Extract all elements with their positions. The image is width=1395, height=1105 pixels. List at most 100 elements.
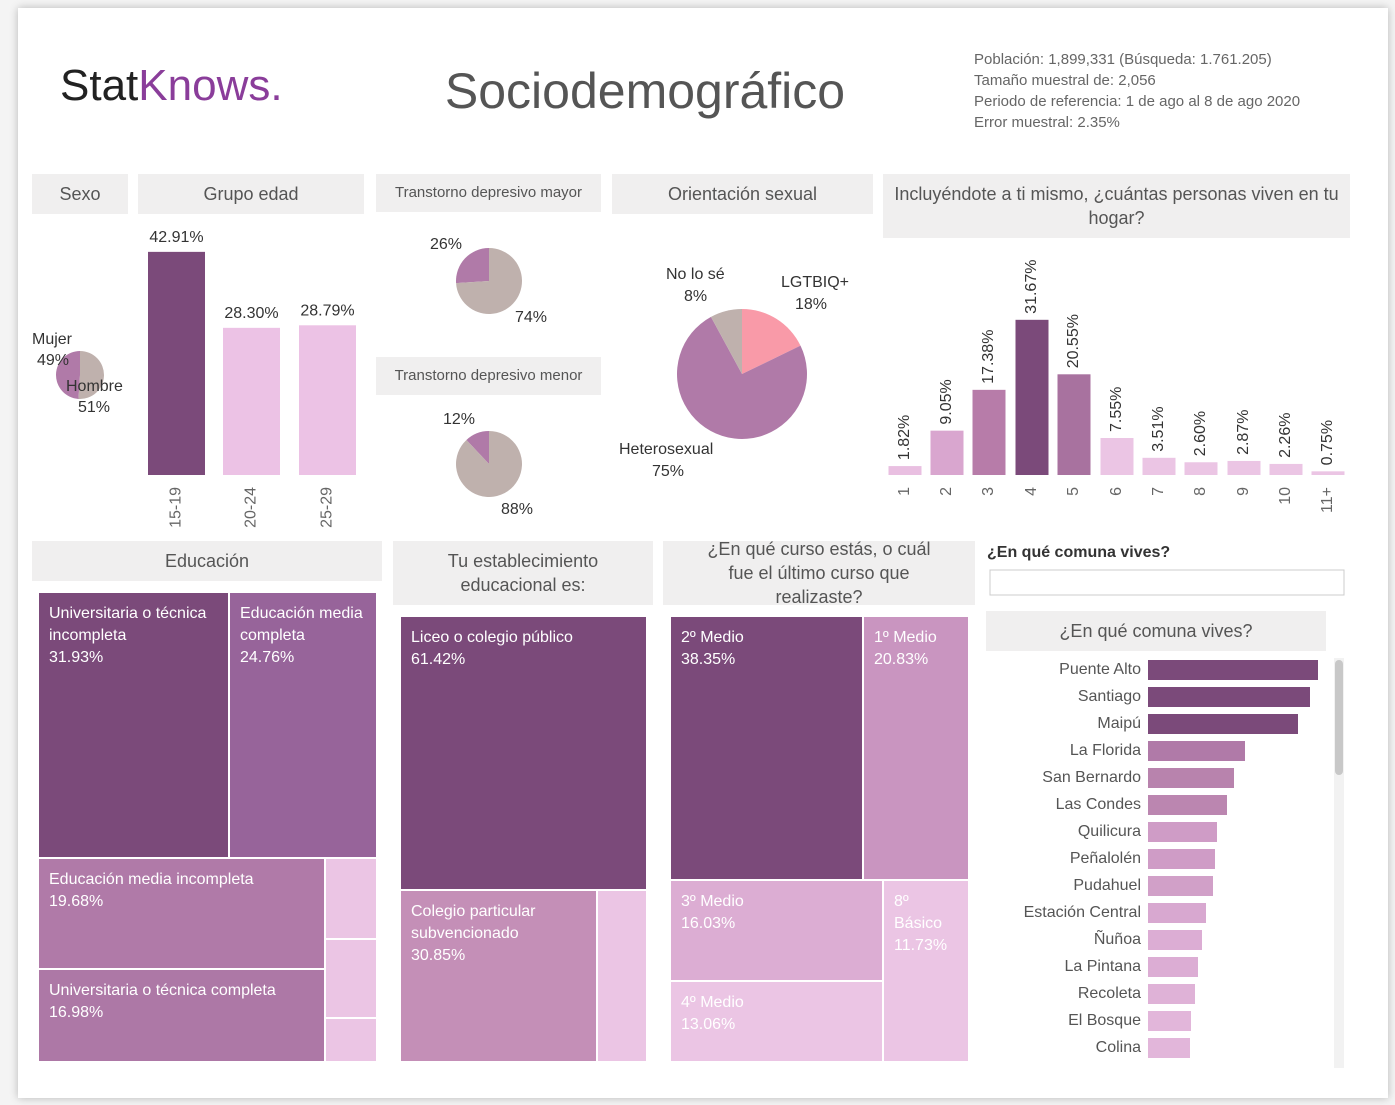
pie-value-label: 51%: [78, 399, 110, 416]
treemap-label: Educación media completa: [240, 605, 363, 644]
info-line: Tamaño muestral de: 2,056: [974, 72, 1156, 89]
pie-slice: [456, 248, 523, 314]
y-tick-label: Quilicura: [1078, 823, 1141, 840]
bar: [1148, 903, 1206, 923]
y-tick-label: Maipú: [1097, 715, 1141, 732]
treemap-cell: Universitaria o técnica incompleta 31.93%: [38, 592, 229, 858]
bar-value-label: 17.38%: [980, 330, 997, 384]
treemap-value: 24.76%: [240, 649, 295, 666]
y-tick-label: Recoleta: [1078, 985, 1141, 1002]
treemap-label: 8º Básico: [894, 893, 943, 932]
y-tick-label: San Bernardo: [1042, 769, 1141, 786]
bar: [1148, 957, 1198, 977]
treemap-value: 31.93%: [49, 649, 104, 666]
treemap-cell: 1º Medio 20.83%: [863, 616, 969, 880]
bar: [1148, 984, 1195, 1004]
x-tick-label: 11+: [1319, 487, 1336, 513]
bar: [1148, 1011, 1191, 1031]
bar: [1148, 1038, 1190, 1058]
scroll-thumb[interactable]: [1335, 660, 1343, 775]
bar: [1148, 660, 1318, 680]
pie-value-label: 26%: [430, 236, 462, 253]
pie-label: Hombre: [66, 378, 123, 395]
bar: [1148, 876, 1213, 896]
treemap-label: 4º Medio: [681, 994, 744, 1011]
logo-part: Knows.: [138, 61, 282, 110]
bar: [1148, 849, 1215, 869]
treemap-value: 61.42%: [411, 651, 466, 668]
bar-value-label: 3.51%: [1150, 406, 1167, 451]
panel-header: Sexo: [32, 174, 128, 214]
x-tick-label: 4: [1023, 487, 1040, 496]
treemap-value: 16.03%: [681, 915, 736, 932]
bar: [1148, 795, 1227, 815]
scrollbar[interactable]: [1334, 658, 1344, 1068]
treemap-value: 13.06%: [681, 1016, 736, 1033]
bar-value-label: 2.87%: [1235, 410, 1252, 455]
treemap-value: 38.35%: [681, 651, 736, 668]
pie-slice: [677, 316, 808, 439]
treemap-label: Liceo o colegio público: [411, 629, 573, 646]
bar: [1142, 457, 1176, 475]
bar-value-label: 2.26%: [1277, 413, 1294, 458]
bar: [1148, 822, 1217, 842]
treemap-label: Educación media incompleta: [49, 871, 254, 888]
bar: [1015, 319, 1049, 475]
treemap-label: 3º Medio: [681, 893, 744, 910]
bar: [1184, 462, 1218, 475]
logo: StatKnows.: [60, 61, 283, 110]
x-tick-label: 2: [938, 487, 955, 496]
panel-header: Educación: [32, 541, 382, 581]
y-tick-label: Colina: [1096, 1039, 1141, 1056]
treemap-value: 20.83%: [874, 651, 929, 668]
y-tick-label: La Florida: [1070, 742, 1141, 759]
treemap-cell-other: [597, 890, 647, 1062]
treemap-cell: Educación media completa 24.76%: [229, 592, 377, 858]
info-line: Periodo de referencia: 1 de ago al 8 de …: [974, 93, 1300, 110]
x-tick-label: 10: [1277, 487, 1294, 505]
y-tick-label: Santiago: [1078, 688, 1141, 705]
pie-slice: [466, 431, 489, 464]
pie-slice: [455, 431, 522, 497]
pie-label: Mujer: [32, 331, 73, 348]
bar: [1311, 471, 1345, 475]
x-tick-label: 5: [1065, 487, 1082, 496]
x-tick-label: 1: [896, 487, 913, 496]
treemap-cell-other: [325, 1018, 377, 1062]
bar: [1057, 374, 1091, 475]
bar: [148, 251, 205, 475]
y-tick-label: El Bosque: [1068, 1012, 1141, 1029]
x-tick-label: 8: [1192, 487, 1209, 496]
pie-value-label: 88%: [501, 501, 533, 518]
bar-value-label: 1.82%: [896, 415, 913, 460]
bar: [1148, 930, 1202, 950]
treemap-value: 19.68%: [49, 893, 104, 910]
pie-label: No lo sé: [666, 266, 725, 283]
y-tick-label: Estación Central: [1024, 904, 1141, 921]
bar: [972, 389, 1006, 475]
bar: [1148, 768, 1234, 788]
treemap-label: Colegio particular subvencionado: [411, 903, 536, 942]
treemap-cell: Universitaria o técnica completa 16.98%: [38, 969, 325, 1062]
y-tick-label: Puente Alto: [1059, 661, 1141, 678]
treemap-cell: 2º Medio 38.35%: [670, 616, 863, 880]
panel-header: ¿En qué comuna vives?: [986, 611, 1326, 651]
pie-slice: [55, 351, 80, 399]
pie-value-label: 74%: [515, 309, 547, 326]
pie-slice: [78, 351, 104, 399]
bar-value-label: 42.91%: [149, 229, 203, 246]
pie-label: LGTBIQ+: [781, 274, 849, 291]
treemap-label: 2º Medio: [681, 629, 744, 646]
pie-value-label: 49%: [37, 352, 69, 369]
bar-value-label: 0.75%: [1319, 420, 1336, 465]
x-tick-label: 9: [1235, 487, 1252, 496]
y-tick-label: Peñalolén: [1070, 850, 1141, 867]
filter-input[interactable]: [989, 569, 1345, 596]
panel-header: Transtorno depresivo menor: [376, 357, 601, 395]
pie-value-label: 75%: [652, 463, 684, 480]
bar: [930, 430, 964, 475]
panel-header: Grupo edad: [138, 174, 364, 214]
pie-slice: [710, 309, 742, 374]
bar: [1148, 741, 1245, 761]
